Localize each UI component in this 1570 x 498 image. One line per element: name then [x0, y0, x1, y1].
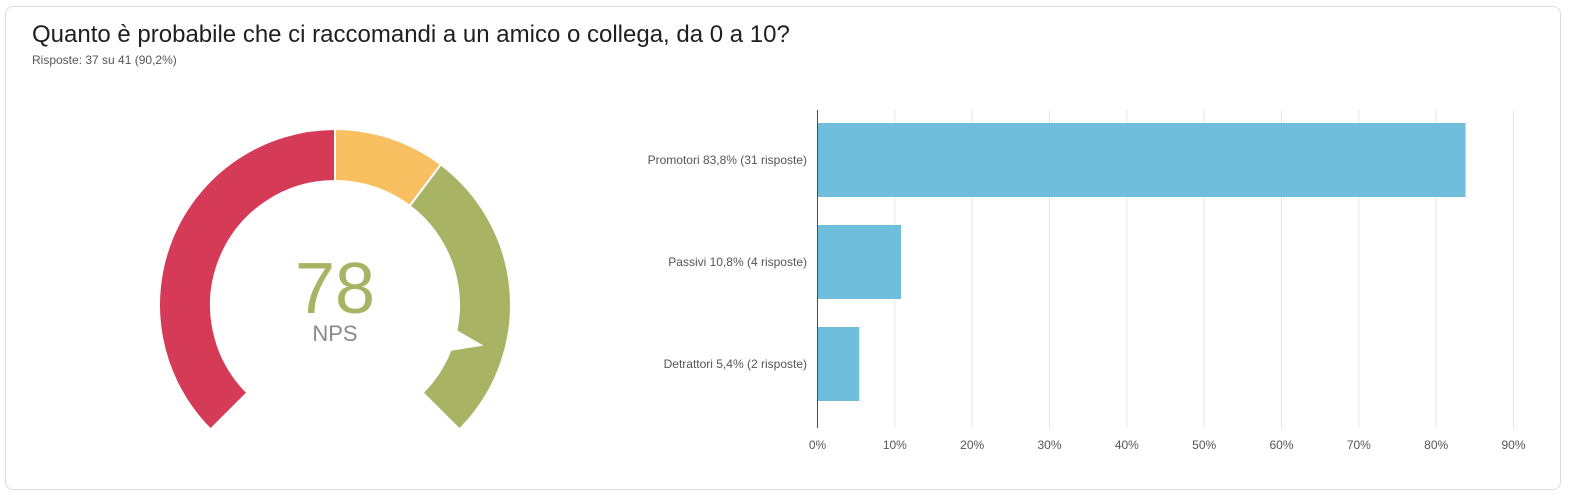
x-tick-label: 80%: [1424, 438, 1448, 452]
x-tick-label: 50%: [1192, 438, 1216, 452]
category-label: Passivi 10,8% (4 risposte): [668, 255, 807, 269]
category-label: Detrattori 5,4% (2 risposte): [664, 357, 807, 371]
gauge-segment-promotori: [408, 163, 512, 431]
x-tick-label: 70%: [1347, 438, 1371, 452]
x-tick-labels: 0% 10% 20% 30% 40% 50% 60% 70% 80% 90%: [809, 438, 1526, 452]
responses-count: Risposte: 37 su 41 (90,2%): [32, 53, 177, 67]
bar: [817, 327, 860, 401]
x-tick-label: 30%: [1037, 438, 1061, 452]
nps-score: 78: [295, 249, 375, 329]
x-tick-label: 90%: [1501, 438, 1525, 452]
nps-label: NPS: [312, 321, 357, 346]
question-title: Quanto è probabile che ci raccomandi a u…: [32, 21, 790, 48]
x-tick-label: 40%: [1115, 438, 1139, 452]
category-label: Promotori 83,8% (31 risposte): [648, 153, 807, 167]
question-card: [5, 6, 1561, 490]
x-tick-label: 10%: [883, 438, 907, 452]
bar: [817, 123, 1466, 197]
bars: [817, 123, 1466, 401]
bar: [817, 225, 902, 299]
nps-gauge: 78 NPS: [158, 127, 512, 431]
gauge-pointer: [447, 328, 484, 352]
gauge-arcs: [158, 127, 512, 431]
gauge-segment-detrattori: [158, 127, 336, 431]
x-tick-label: 20%: [960, 438, 984, 452]
category-labels: Promotori 83,8% (31 risposte) Passivi 10,…: [648, 153, 807, 371]
x-tick-label: 60%: [1269, 438, 1293, 452]
x-tick-label: 0%: [809, 438, 827, 452]
